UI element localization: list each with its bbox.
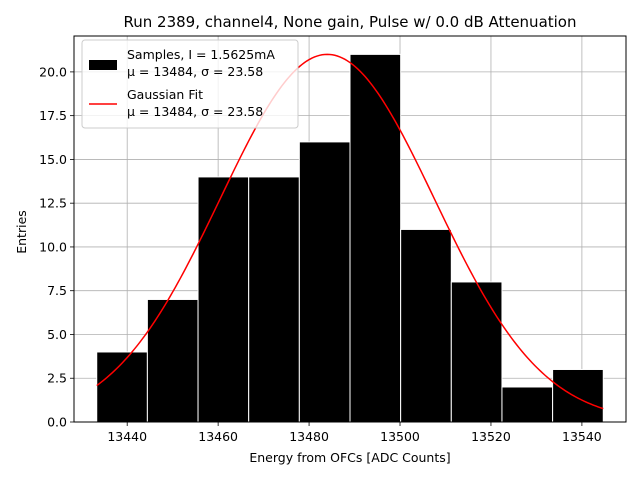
x-tick-label: 13520 [471,429,511,444]
histogram-bar [248,176,300,423]
histogram-bar [450,281,503,423]
x-tick-label: 13480 [289,429,329,444]
histogram-bar [552,368,604,423]
chart-title: Run 2389, channel4, None gain, Pulse w/ … [124,13,577,31]
y-tick-label: 12.5 [39,196,67,211]
histogram-bar [349,53,402,423]
legend-label-samples-line1: Samples, I = 1.5625mA [127,47,275,62]
x-axis-ticks: 13440 13460 13480 13500 13520 13540 [107,422,602,444]
y-tick-label: 2.5 [47,371,67,386]
legend-swatch-samples [89,60,117,70]
plot-frame [73,35,627,423]
x-axis-label: Energy from OFCs [ADC Counts] [249,450,450,465]
legend-box [81,39,299,129]
legend-label-samples-line2: μ = 13484, σ = 23.58 [127,64,263,79]
y-tick-label: 20.0 [39,64,67,79]
legend-label-fit-line2: μ = 13484, σ = 23.58 [127,104,263,119]
y-tick-label: 7.5 [47,283,67,298]
y-tick-label: 15.0 [39,152,67,167]
histogram-bar [197,176,250,423]
y-tick-label: 0.0 [47,415,67,430]
histogram-bar [400,228,452,423]
histogram-bar [146,298,199,423]
x-tick-label: 13460 [198,429,238,444]
x-tick-label: 13540 [562,429,602,444]
legend: Samples, I = 1.5625mA μ = 13484, σ = 23.… [81,39,299,129]
histogram-bar [298,141,351,423]
x-tick-label: 13440 [107,429,147,444]
x-tick-label: 13500 [380,429,420,444]
legend-label-fit-line1: Gaussian Fit [127,87,203,102]
y-axis-ticks: 0.0 2.5 5.0 7.5 10.0 12.5 15.0 17.5 20.0 [39,64,74,430]
histogram-bar [501,386,554,423]
gaussian-fit-line [96,53,604,410]
y-tick-label: 10.0 [39,239,67,254]
y-tick-label: 5.0 [47,327,67,342]
y-axis-label: Entries [14,210,29,254]
y-tick-label: 17.5 [39,108,67,123]
